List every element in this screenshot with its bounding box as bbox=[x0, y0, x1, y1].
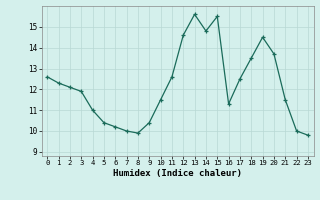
X-axis label: Humidex (Indice chaleur): Humidex (Indice chaleur) bbox=[113, 169, 242, 178]
